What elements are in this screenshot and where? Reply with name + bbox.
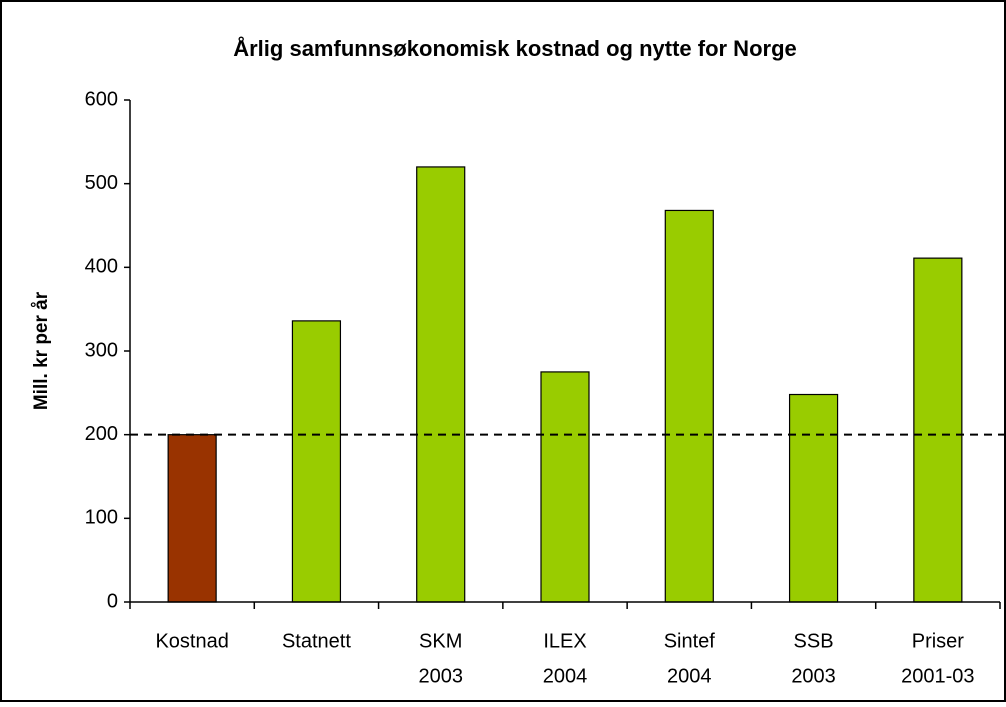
x-tick-label: 2001-03 [901, 665, 974, 687]
x-tick-label: 2004 [543, 665, 588, 687]
bar [167, 434, 217, 603]
y-tick-label: 100 [85, 507, 118, 529]
x-tick-label: 2003 [418, 665, 463, 687]
bar [664, 209, 714, 603]
bar [416, 166, 466, 603]
x-tick-label: Priser [912, 630, 965, 652]
y-tick-label: 200 [85, 423, 118, 445]
x-tick-label: 2004 [667, 665, 712, 687]
x-tick-label: Statnett [282, 630, 351, 652]
chart-title: Årlig samfunnsøkonomisk kostnad og nytte… [233, 35, 797, 61]
bar [913, 257, 963, 603]
y-axis-label: Mill. kr per år [31, 291, 52, 410]
x-tick-label: Kostnad [155, 630, 228, 652]
y-tick-label: 600 [85, 88, 118, 110]
bar [788, 393, 839, 603]
bar [540, 371, 590, 603]
y-tick-label: 500 [85, 172, 118, 194]
x-tick-label: 2003 [791, 665, 836, 687]
x-tick-label: ILEX [543, 630, 586, 652]
x-tick-label: SKM [419, 630, 462, 652]
y-tick-label: 300 [85, 339, 118, 361]
y-tick-label: 0 [107, 590, 118, 612]
y-tick-label: 400 [85, 256, 118, 278]
bar [291, 320, 342, 603]
x-tick-label: SSB [794, 630, 834, 652]
x-tick-label: Sintef [664, 630, 716, 652]
